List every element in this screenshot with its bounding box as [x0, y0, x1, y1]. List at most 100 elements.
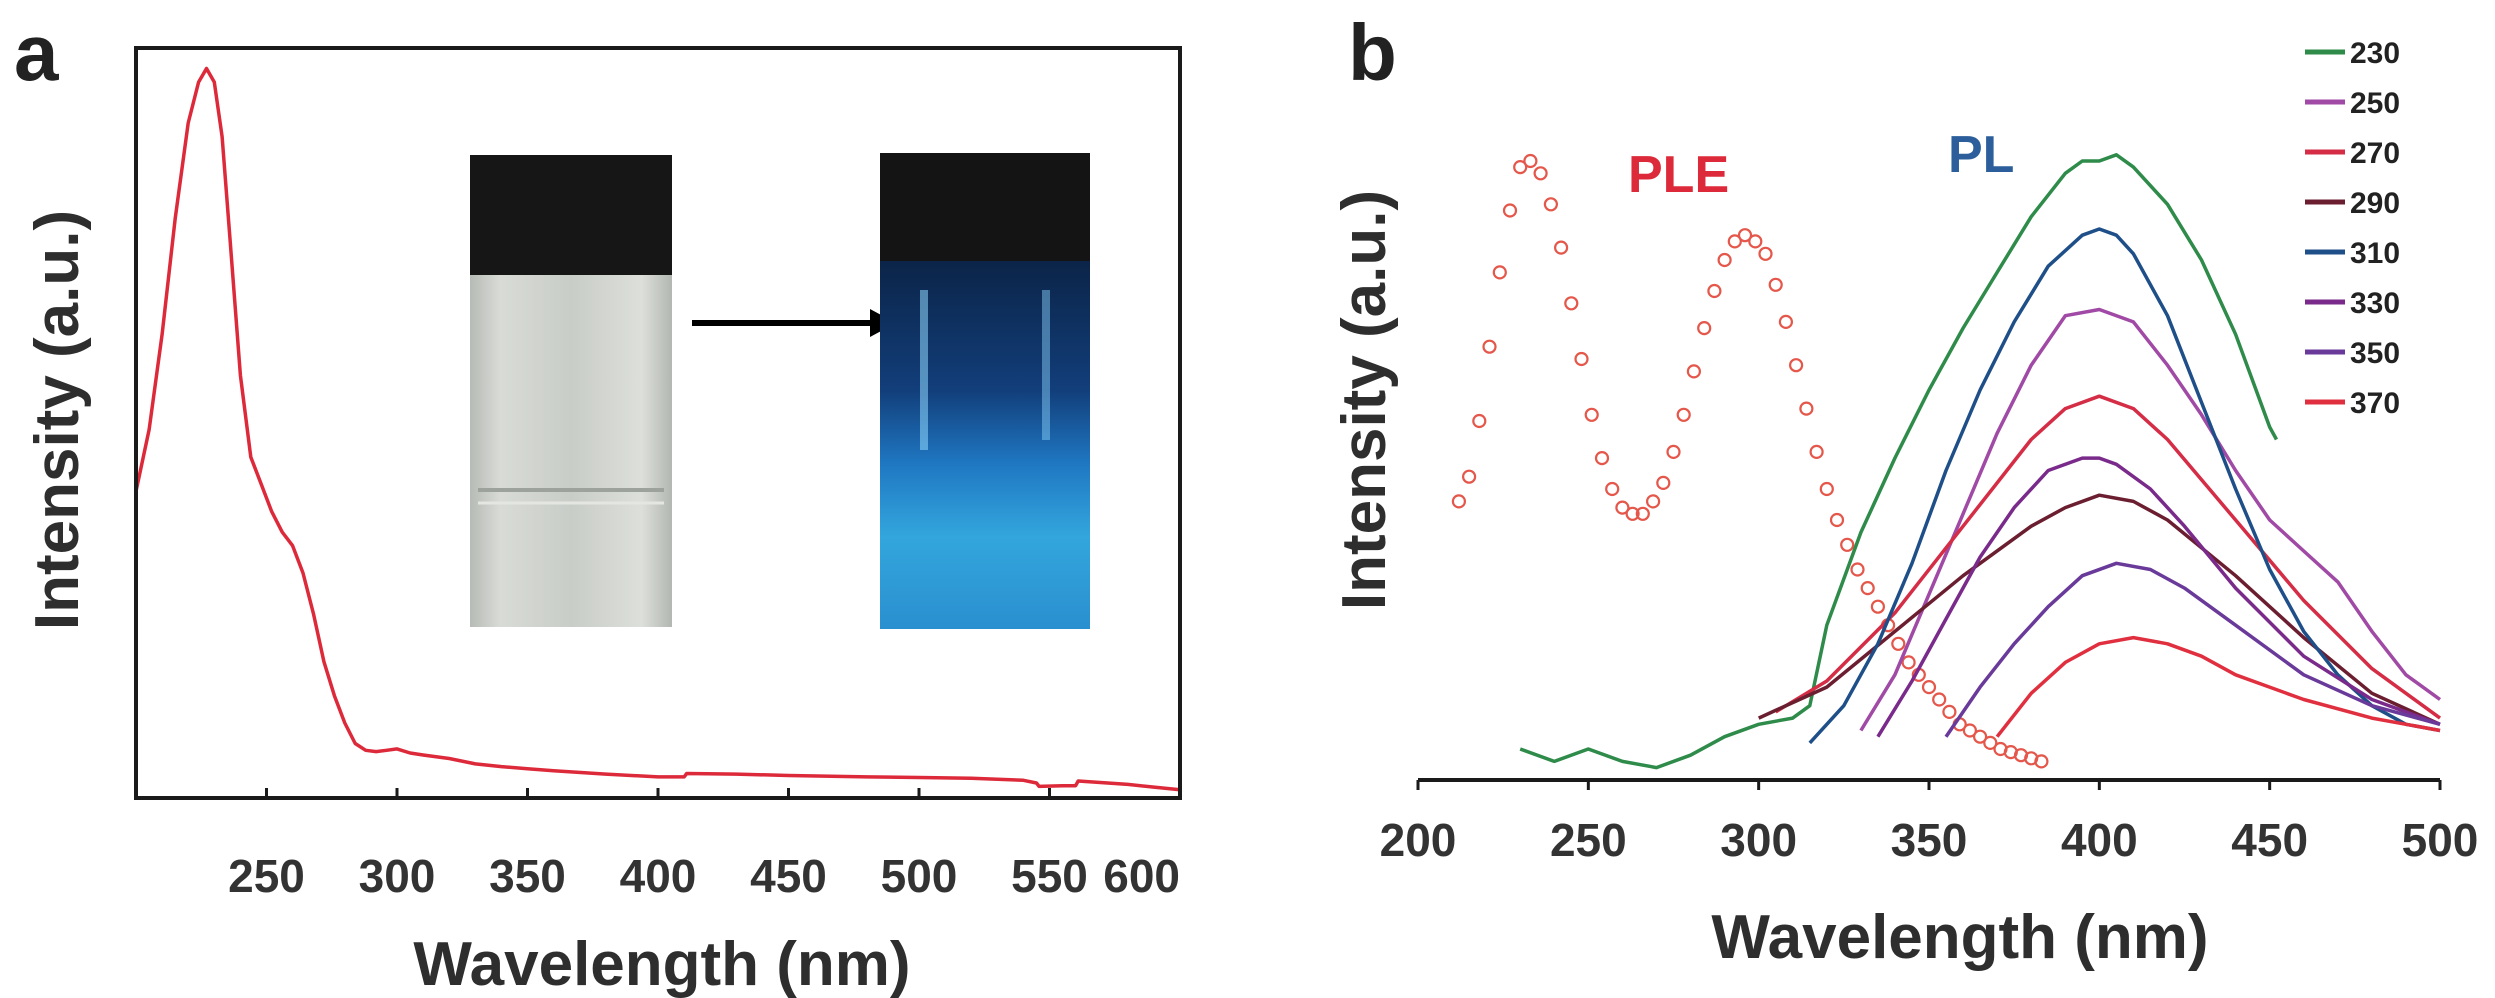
panel-a-x-tick-label: 550: [1011, 850, 1088, 902]
absorption-curve: [134, 66, 1181, 792]
vial-daylight: [470, 275, 672, 627]
ple-data-point: [1594, 451, 1610, 466]
ple-data-point: [1523, 153, 1538, 169]
legend-label-230: 230: [2350, 37, 2400, 70]
ple-data-point: [1717, 252, 1732, 268]
vial-uv-glare-right: [1042, 290, 1050, 440]
panel-label-a: a: [14, 8, 59, 97]
pl-curve-350: [1944, 561, 2441, 738]
panel-a-curve-group: [134, 66, 1181, 792]
panel-a-frame: [134, 46, 1182, 800]
vial-cap-uv: [880, 153, 1090, 261]
vial-uv: [880, 261, 1090, 629]
ple-data-point: [1748, 234, 1763, 249]
pl-curve-230: [1519, 153, 2279, 770]
panel-a-x-axis-title: Wavelength (nm): [413, 930, 910, 998]
panel-a: a Intensity (a.u.) Wavelength (nm) 250 30…: [14, 8, 1182, 998]
panel-a-x-tick-label: 500: [881, 850, 958, 902]
ple-data-point: [1840, 537, 1855, 552]
legend-label-250: 250: [2350, 87, 2400, 120]
ple-data-point: [1737, 228, 1753, 243]
legend-label-270: 270: [2350, 137, 2400, 170]
pl-annotation: PL: [1948, 126, 2014, 184]
panel-a-tick-group: 250 300 350 400 450 500 550 600: [228, 788, 1182, 902]
ple-data-point: [1553, 240, 1569, 255]
ple-data-point: [1574, 351, 1589, 367]
legend-label-290: 290: [2350, 187, 2400, 220]
legend-label-330: 330: [2350, 287, 2400, 320]
panel-b-x-tick-label: 350: [1891, 814, 1968, 866]
panel-b-curve-group: [1451, 153, 2442, 770]
ple-data-point: [2034, 754, 2049, 769]
ple-data-point: [1543, 197, 1559, 212]
panel-label-b: b: [1348, 8, 1397, 97]
ple-data-point: [1829, 512, 1845, 528]
panel-a-x-tick-label: 300: [359, 850, 436, 902]
ple-data-point: [1472, 413, 1487, 429]
ple-data-point: [1533, 166, 1548, 181]
ple-data-point: [1962, 723, 1978, 738]
ple-data-point: [1942, 704, 1957, 720]
panel-a-x-tick-label: 350: [489, 850, 566, 902]
legend-label-350: 350: [2350, 337, 2400, 370]
panel-b-tick-group: 200 250 300 350 400 450 500: [1380, 780, 2479, 866]
panel-a-x-tick-label: 400: [620, 850, 697, 902]
ple-data-point: [1502, 203, 1518, 218]
ple-data-point: [1451, 494, 1467, 509]
ple-data-point: [1901, 655, 1916, 670]
ple-data-point: [1891, 636, 1906, 651]
ple-data-point: [1584, 407, 1599, 422]
panel-b-x-tick-label: 250: [1550, 814, 1627, 866]
ple-data-point: [1788, 358, 1804, 373]
ple-data-point: [1492, 265, 1507, 280]
ple-data-point: [1768, 277, 1783, 292]
pl-curve-330: [1876, 456, 2441, 738]
ple-data-point: [1697, 321, 1712, 336]
ple-data-point: [1676, 407, 1691, 422]
ple-data-point: [1605, 481, 1620, 497]
panel-b-x-tick-label: 400: [2061, 814, 2138, 866]
panel-a-x-tick-label: 450: [750, 850, 827, 902]
pl-curve-370: [1995, 635, 2441, 738]
ple-data-point: [1983, 735, 1998, 751]
ple-data-point: [1666, 444, 1681, 459]
ple-data-point: [1686, 364, 1702, 379]
ple-data-point: [1635, 506, 1650, 521]
panel-b-legend: 230 250 270 290 310 330 350 370: [2305, 37, 2400, 420]
ple-data-point: [1860, 580, 1875, 596]
panel-a-x-tick-label: 250: [228, 850, 305, 902]
ple-data-point: [1615, 500, 1630, 515]
legend-label-310: 310: [2350, 237, 2400, 270]
ple-data-point: [1778, 314, 1794, 329]
ple-data-point: [1758, 246, 1773, 261]
ple-data-point: [1513, 160, 1528, 175]
ple-data-point: [1656, 475, 1671, 490]
pl-curve-290: [1757, 493, 2441, 726]
ple-data-point: [1850, 562, 1865, 577]
panel-b-x-tick-label: 300: [1720, 814, 1797, 866]
ple-data-point: [1870, 599, 1886, 614]
panel-b-x-tick-label: 500: [2402, 814, 2479, 866]
ple-data-point: [1707, 283, 1722, 299]
ple-data-point: [1799, 401, 1814, 416]
ple-data-point: [1564, 296, 1579, 311]
panel-b-x-axis-title: Wavelength (nm): [1711, 903, 2208, 972]
ple-data-point: [1809, 444, 1824, 459]
ple-data-point: [1482, 339, 1497, 354]
vial-cap-daylight: [470, 155, 672, 275]
pl-curve-270: [1774, 394, 2442, 720]
panel-b: b Intensity (a.u.) Wavelength (nm) 200 25…: [1330, 8, 2478, 972]
panel-a-x-tick-label: 600: [1103, 850, 1180, 902]
pl-curve-250: [1859, 307, 2442, 732]
ple-data-point: [1972, 729, 1988, 744]
pl-curve-310: [1808, 227, 2441, 745]
panel-a-y-axis-title: Intensity (a.u.): [23, 210, 92, 630]
ple-data-point: [1921, 679, 1937, 695]
panel-b-x-tick-label: 450: [2231, 814, 2308, 866]
ple-data-point: [1932, 692, 1947, 707]
legend-label-370: 370: [2350, 387, 2400, 420]
ple-data-point: [1819, 481, 1834, 497]
ple-data-point: [1645, 494, 1661, 509]
ple-annotation: PLE: [1628, 146, 1729, 204]
ple-data-point: [1461, 469, 1477, 484]
